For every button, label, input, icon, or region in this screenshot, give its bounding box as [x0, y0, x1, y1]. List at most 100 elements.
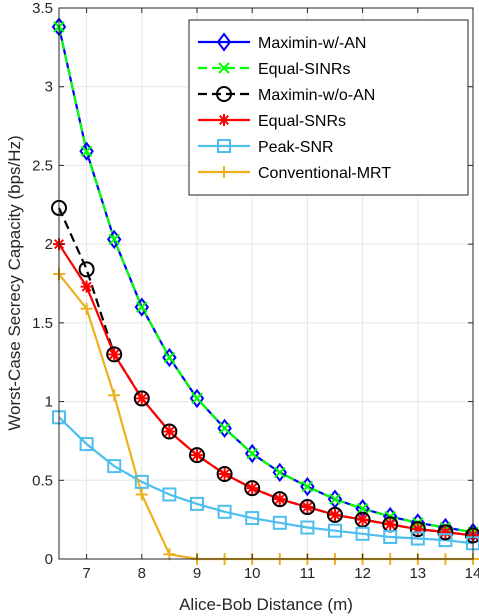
data-point-maximin-w-o-an — [106, 346, 123, 363]
data-point-maximin-w-o-an — [327, 506, 343, 523]
data-point-maximin-w-o-an — [161, 423, 178, 440]
data-point-peak-snr — [162, 487, 177, 502]
legend-entry-equal-snrs: Equal-SNRs — [198, 113, 346, 130]
legend-label-conventional-mrt: Conventional-MRT — [258, 165, 391, 182]
legend-entry-equal-sinrs: Equal-SINRs — [198, 61, 350, 78]
data-point-peak-snr — [245, 511, 260, 526]
data-point-maximin-w-o-an — [216, 465, 233, 482]
axis-ticks: 7 8 9 10 11 12 13 14 0 0.5 1 1.5 2 2.5 3 3.5 — [32, 0, 479, 582]
series-markers-peak-snr — [52, 410, 479, 551]
data-point-peak-snr — [107, 459, 122, 474]
data-point-maximin-w-o-an — [244, 480, 261, 497]
data-point-peak-snr — [134, 474, 149, 489]
y-tick-label: 1.5 — [32, 315, 53, 332]
data-point-equal-snrs — [108, 348, 121, 361]
data-point-equal-snrs — [163, 425, 176, 438]
legend-entry-conventional-mrt: Conventional-MRT — [198, 165, 391, 182]
y-tick-label: 3 — [45, 79, 53, 96]
y-tick-label: 3.5 — [32, 0, 53, 17]
y-tick-label: 2 — [45, 236, 53, 253]
data-point-equal-snrs — [273, 493, 286, 506]
y-tick-label: 2.5 — [32, 157, 53, 174]
x-tick-label: 12 — [354, 565, 371, 582]
series-line-peak-snr — [58, 416, 474, 545]
plot-frame — [58, 7, 474, 560]
data-point-equal-sinrs — [329, 493, 341, 505]
legend-marker-maximin-w-an — [216, 32, 232, 52]
data-point-maximin-w-o-an — [409, 521, 426, 538]
data-point-equal-snrs — [218, 467, 231, 480]
x-tick-label: 7 — [82, 565, 90, 582]
y-axis-label: Worst-Case Secrecy Capacity (bps/Hz) — [5, 135, 24, 430]
data-point-maximin-w-o-an — [189, 447, 205, 464]
data-point-equal-snrs — [246, 482, 259, 495]
data-point-peak-snr — [217, 504, 232, 519]
x-tick-label: 13 — [409, 565, 426, 582]
legend-marker-equal-snrs — [218, 114, 230, 126]
data-point-equal-sinrs — [301, 480, 314, 493]
data-point-equal-sinrs — [163, 351, 176, 364]
x-tick-label: 10 — [244, 565, 261, 582]
data-point-peak-snr — [79, 437, 94, 452]
data-point-peak-snr — [190, 496, 204, 511]
legend-marker-equal-sinrs — [218, 62, 230, 74]
data-point-equal-snrs — [356, 513, 369, 526]
data-point-equal-snrs — [329, 508, 341, 521]
series-line-equal-sinrs — [57, 26, 474, 534]
x-axis-label: Alice-Bob Distance (m) — [179, 595, 353, 614]
data-point-maximin-w-o-an — [437, 524, 454, 541]
data-point-peak-snr — [355, 526, 370, 541]
data-point-equal-sinrs — [246, 447, 258, 460]
legend-label-peak-snr: Peak-SNR — [258, 139, 334, 156]
data-point-conventional-mrt — [163, 548, 176, 561]
data-point-maximin-w-o-an — [133, 390, 150, 407]
data-point-equal-sinrs — [274, 466, 286, 479]
data-point-equal-snrs — [439, 526, 452, 539]
legend-entry-peak-snr: Peak-SNR — [198, 139, 334, 156]
data-point-equal-sinrs — [218, 422, 231, 435]
legend: Maximin-w/-AN Equal-SINRs Maximin-w/o-AN Eq… — [188, 19, 469, 196]
data-point-equal-snrs — [384, 518, 397, 531]
data-point-maximin-w-o-an — [271, 491, 288, 508]
data-point-maximin-w-o-an — [299, 499, 316, 516]
data-point-peak-snr — [300, 520, 315, 535]
legend-box — [188, 19, 469, 196]
x-tick-label: 8 — [138, 565, 146, 582]
data-point-maximin-w-o-an — [78, 261, 95, 278]
data-point-equal-sinrs — [80, 145, 93, 157]
data-point-maximin-w-o-an — [354, 511, 371, 528]
x-tick-label: 11 — [300, 565, 316, 582]
y-tick-label: 0.5 — [32, 472, 53, 489]
legend-label-equal-sinrs: Equal-SINRs — [258, 61, 350, 78]
data-point-equal-snrs — [301, 501, 314, 514]
legend-label-maximin-w-o-an: Maximin-w/o-AN — [258, 87, 375, 104]
legend-marker-peak-snr — [217, 139, 231, 153]
data-point-equal-snrs — [135, 392, 148, 405]
data-point-conventional-mrt — [108, 389, 121, 402]
data-point-peak-snr — [410, 531, 425, 546]
data-point-equal-sinrs — [136, 301, 148, 313]
legend-marker-maximin-w-o-an — [216, 86, 232, 102]
data-point-peak-snr — [328, 523, 342, 538]
data-point-equal-sinrs — [191, 392, 203, 405]
x-tick-label: 9 — [193, 565, 201, 582]
y-tick-label: 1 — [45, 394, 53, 411]
legend-label-maximin-w-an: Maximin-w/-AN — [258, 35, 366, 52]
legend-marker-conventional-mrt — [218, 166, 230, 178]
legend-entry-maximin-w-an: Maximin-w/-AN — [198, 32, 366, 52]
legend-entry-maximin-w-o-an: Maximin-w/o-AN — [198, 86, 375, 104]
data-point-equal-sinrs — [356, 502, 369, 515]
x-tick-label: 14 — [465, 565, 479, 582]
data-point-equal-sinrs — [108, 233, 120, 246]
data-point-equal-snrs — [80, 280, 93, 293]
y-tick-label: 0 — [45, 551, 53, 568]
data-point-peak-snr — [272, 515, 287, 530]
data-point-equal-snrs — [191, 449, 203, 462]
data-point-conventional-mrt — [135, 488, 148, 501]
data-point-peak-snr — [383, 529, 398, 544]
data-point-equal-snrs — [411, 523, 424, 536]
series-line-equal-snrs — [58, 243, 474, 537]
legend-label-equal-snrs: Equal-SNRs — [258, 113, 346, 130]
data-point-peak-snr — [438, 533, 453, 548]
